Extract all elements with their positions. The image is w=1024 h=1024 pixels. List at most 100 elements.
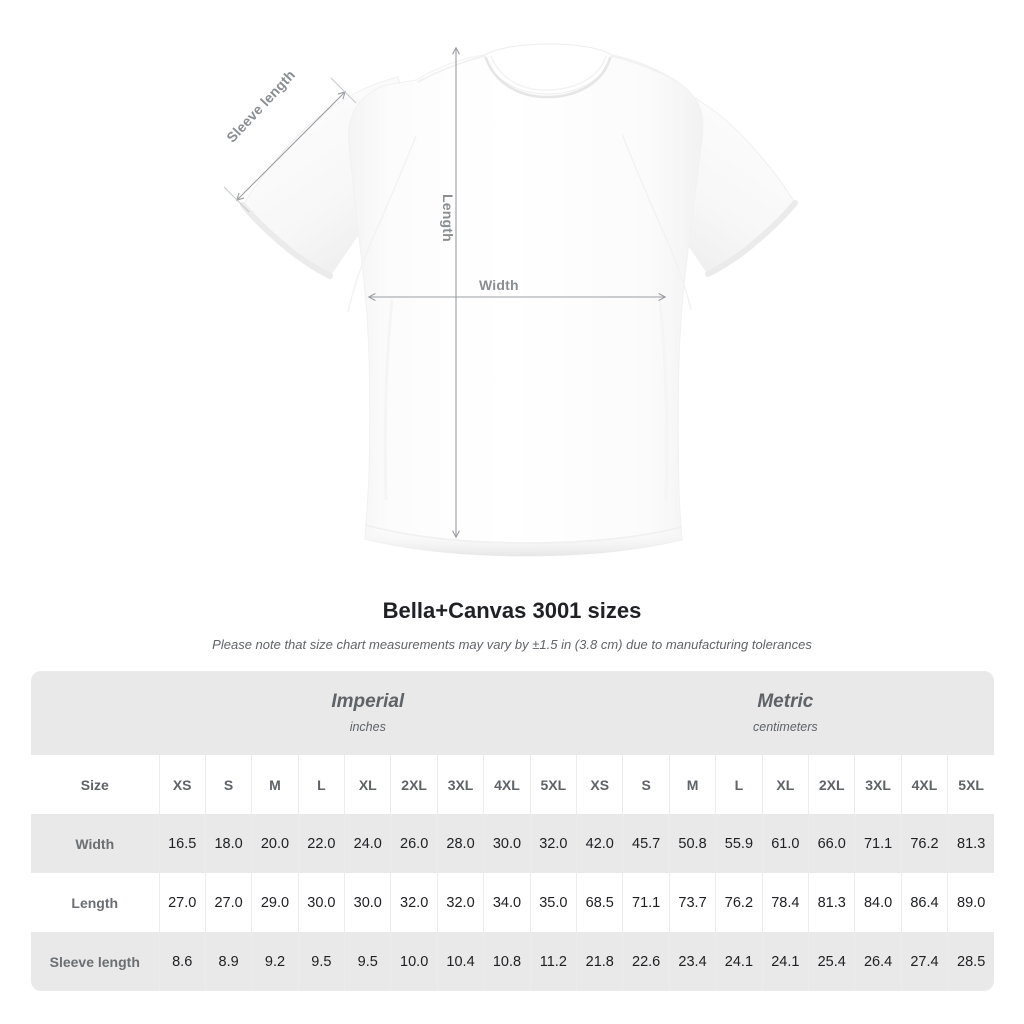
measurement-cell: 89.0 (947, 873, 995, 932)
measurement-cell: 55.9 (715, 814, 763, 873)
tshirt-diagram-panel: Sleeve length Length Width (223, 43, 798, 557)
size-header-row: Size XS S M L XL 2XL 3XL 4XL 5XL XS S M … (31, 755, 995, 814)
size-header-cell: XL (344, 755, 392, 814)
measurement-cell: 27.0 (204, 873, 253, 932)
width-label: Width (479, 277, 519, 293)
measurement-cell: 71.1 (622, 873, 670, 932)
measurement-cell: 10.8 (483, 932, 531, 991)
measurement-cell: 9.5 (344, 932, 392, 991)
measurement-cell: 10.4 (436, 932, 485, 991)
measurement-cell: 24.0 (344, 814, 392, 873)
measurement-cell: 21.8 (576, 932, 624, 991)
measurement-cell: 8.6 (158, 932, 206, 991)
measurement-cell: 16.5 (158, 814, 206, 873)
row-label-length: Length (31, 873, 160, 932)
size-header-cell: 3XL (854, 755, 902, 814)
measurement-cell: 26.0 (390, 814, 438, 873)
measurement-cell: 86.4 (900, 873, 949, 932)
unit-imperial-sub: inches (349, 720, 386, 734)
measurement-cell: 9.2 (251, 932, 299, 991)
measurement-cell: 32.0 (436, 873, 485, 932)
table-row: Width 16.5 18.0 20.0 22.0 24.0 26.0 28.0… (31, 814, 995, 873)
size-header-cell: 3XL (436, 755, 485, 814)
measurement-cell: 11.2 (529, 932, 578, 991)
measurement-cell: 27.4 (900, 932, 949, 991)
tshirt-body-shape (240, 43, 798, 557)
size-corner-header: Size (31, 755, 160, 814)
measurement-cell: 45.7 (622, 814, 670, 873)
measurement-cell: 81.3 (807, 873, 856, 932)
measurement-cell: 18.0 (204, 814, 253, 873)
measurement-cell: 35.0 (529, 873, 578, 932)
measurement-cell: 10.0 (390, 932, 438, 991)
heading-block: Bella+Canvas 3001 sizes Please note that… (0, 596, 1024, 654)
unit-group-metric: Metric centimeters (576, 671, 995, 755)
measurement-cell: 81.3 (947, 814, 995, 873)
measurement-cell: 73.7 (668, 873, 717, 932)
measurement-cell: 30.0 (483, 814, 531, 873)
row-label-width: Width (31, 814, 160, 873)
measurement-cell: 30.0 (344, 873, 392, 932)
unit-metric-name: Metric (757, 691, 814, 712)
measurement-cell: 23.4 (668, 932, 717, 991)
row-label-sleeve-length: Sleeve length (31, 932, 160, 991)
measurement-cell: 32.0 (529, 814, 578, 873)
measurement-cell: 9.5 (297, 932, 346, 991)
measurement-cell: 66.0 (807, 814, 856, 873)
tshirt-illustration (223, 43, 798, 557)
table-row: Length 27.0 27.0 29.0 30.0 30.0 32.0 32.… (31, 873, 995, 932)
size-header-cell: XS (158, 755, 206, 814)
tolerance-note: Please note that size chart measurements… (212, 637, 812, 652)
measurement-cell: 78.4 (761, 873, 810, 932)
measurement-cell: 8.9 (204, 932, 253, 991)
measurement-cell: 28.0 (436, 814, 485, 873)
sleeve-length-arrow (236, 91, 346, 201)
measurement-cell: 29.0 (251, 873, 299, 932)
measurement-cell: 84.0 (854, 873, 902, 932)
measurement-cell: 24.1 (761, 932, 810, 991)
measurement-cell: 68.5 (576, 873, 624, 932)
size-header-cell: S (204, 755, 253, 814)
size-chart-table: Imperial inches Metric centimeters Size … (31, 671, 995, 991)
measurement-cell: 50.8 (668, 814, 717, 873)
measurement-cell: 76.2 (715, 873, 763, 932)
unit-group-imperial: Imperial inches (159, 671, 577, 755)
size-header-cell: M (251, 755, 299, 814)
measurement-cell: 76.2 (900, 814, 949, 873)
measurement-cell: 27.0 (158, 873, 206, 932)
unit-banner-row: Imperial inches Metric centimeters (31, 671, 995, 755)
measurement-cell: 30.0 (297, 873, 346, 932)
table-row: Sleeve length 8.6 8.9 9.2 9.5 9.5 10.0 1… (31, 932, 995, 991)
size-header-cell: 2XL (390, 755, 438, 814)
size-header-cell: XL (761, 755, 810, 814)
size-header-cell: XS (576, 755, 624, 814)
measurement-cell: 34.0 (483, 873, 531, 932)
unit-imperial-name: Imperial (331, 691, 405, 712)
size-header-cell: 5XL (529, 755, 578, 814)
measurement-cell: 25.4 (807, 932, 856, 991)
measurement-cell: 22.0 (297, 814, 346, 873)
size-chart-table-wrapper: Imperial inches Metric centimeters Size … (31, 671, 995, 991)
unit-metric-sub: centimeters (753, 720, 818, 734)
length-label: Length (440, 194, 456, 242)
size-header-cell: S (622, 755, 670, 814)
measurement-cell: 22.6 (622, 932, 670, 991)
size-header-cell: M (668, 755, 717, 814)
measurement-cell: 32.0 (390, 873, 438, 932)
measurement-cell: 71.1 (854, 814, 902, 873)
size-header-cell: 2XL (807, 755, 856, 814)
measurement-cell: 24.1 (715, 932, 763, 991)
measurement-cell: 28.5 (947, 932, 995, 991)
size-header-cell: 5XL (947, 755, 995, 814)
size-header-cell: L (715, 755, 763, 814)
measurement-cell: 20.0 (251, 814, 299, 873)
measurement-cell: 61.0 (761, 814, 810, 873)
page-title: Bella+Canvas 3001 sizes (382, 598, 642, 623)
measurement-cell: 42.0 (576, 814, 624, 873)
unit-banner-spacer (31, 671, 159, 755)
measurement-lines (223, 46, 667, 539)
size-header-cell: L (297, 755, 346, 814)
size-header-cell: 4XL (483, 755, 531, 814)
size-header-cell: 4XL (900, 755, 949, 814)
measurement-cell: 26.4 (854, 932, 902, 991)
